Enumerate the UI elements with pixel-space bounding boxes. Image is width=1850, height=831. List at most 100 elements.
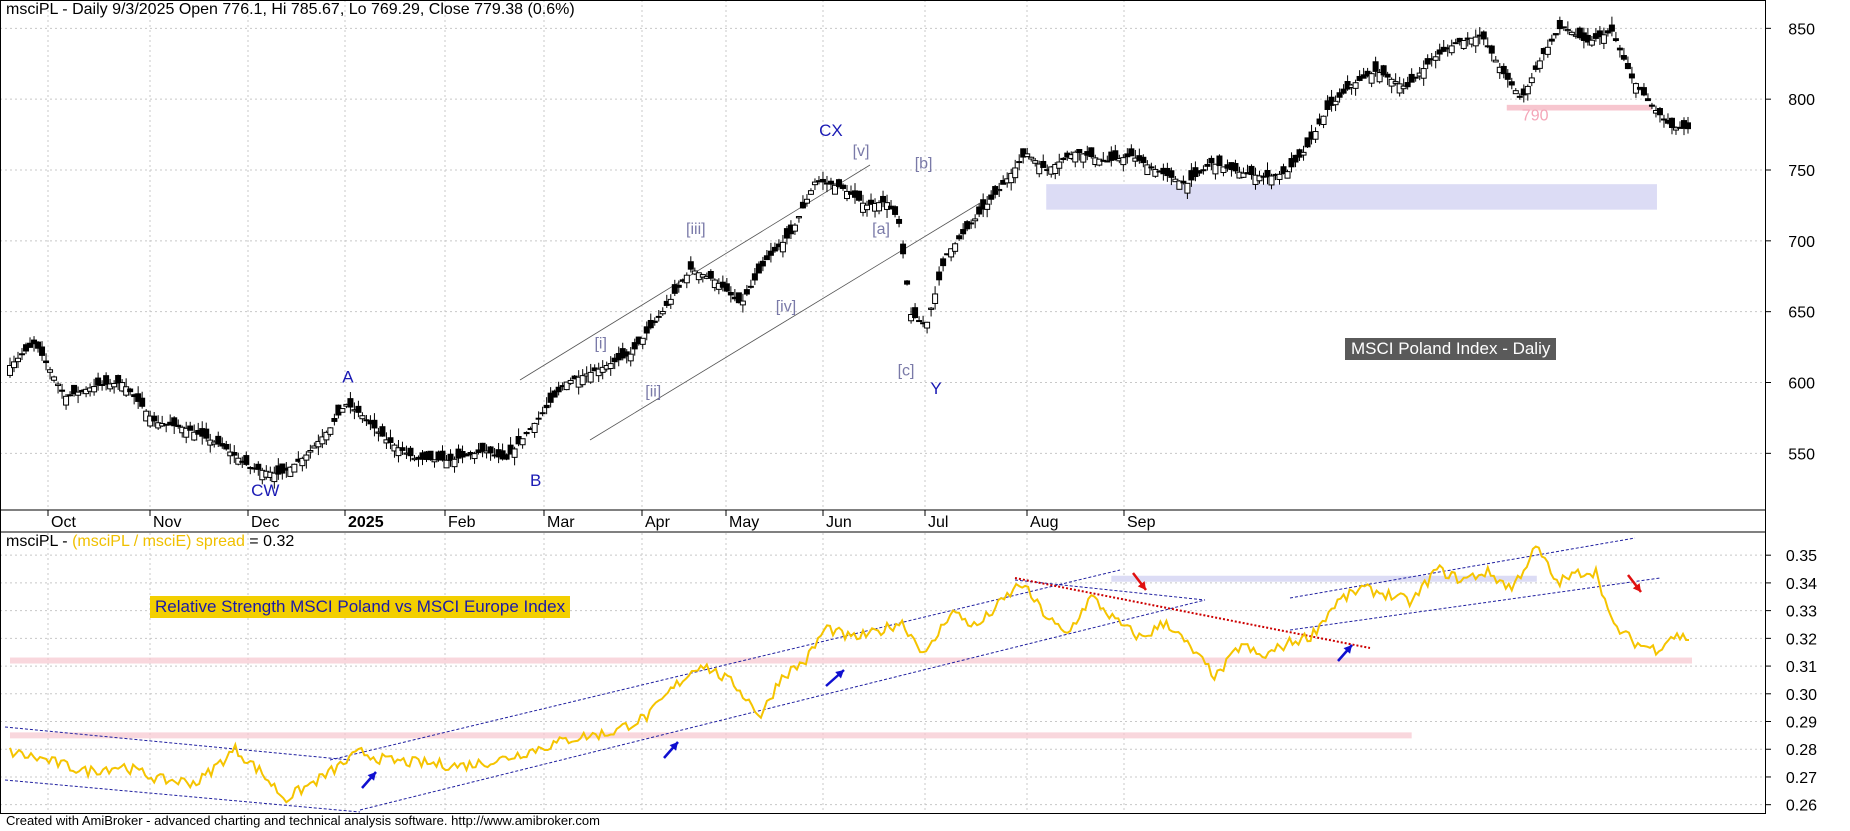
price-chart-label: MSCI Poland Index - Daliy [1345,338,1557,360]
candle-body [1644,98,1651,102]
candle-body [671,284,678,294]
candle-body [303,454,310,461]
y-tick-label: 800 [1788,92,1815,109]
support-zone [1046,184,1657,210]
candle-body [51,376,58,381]
subwave-label: [iv] [776,299,796,316]
candle-body [1568,31,1575,36]
candle-body [447,453,454,461]
spread-channel-line [4,779,361,813]
y-tick-label: 0.33 [1786,604,1817,621]
candle-body [379,426,386,437]
candle-body [1024,153,1031,158]
candle-body [19,353,26,356]
candle-body [1264,170,1271,178]
candle-body [1600,34,1607,44]
candle-body [503,454,510,460]
candle-body [395,447,402,457]
candle-body [1360,74,1367,79]
candle-body [487,446,494,454]
candle-body [1208,157,1215,164]
y-tick-label: 650 [1788,305,1815,322]
candle-body [43,360,50,364]
candle-body [1200,169,1207,172]
candle-body [1488,45,1495,54]
candle-body [299,457,306,467]
candle-body [1288,158,1295,168]
candle-body [1500,65,1507,75]
annotations: CW A B CX Y [i] [ii] [iii] [iv] [v] [a] [b] [c] 790 [251,107,1642,789]
candle-body [95,377,102,386]
subwave-label: [a] [872,221,890,238]
x-tick-label: Mar [547,514,575,531]
candle-body [843,190,850,200]
candle-body [1548,38,1555,42]
candle-body [551,390,558,398]
candle-body [1368,73,1375,84]
candle-body [1020,148,1027,158]
candle-body [1612,38,1619,42]
candle-body [523,431,530,435]
candle-body [956,235,963,240]
candle-body [479,442,486,452]
candle-body [1508,81,1515,86]
x-tick-label: Dec [251,514,279,531]
y-tick-label: 0.31 [1786,659,1817,676]
candle-body [1372,61,1379,72]
candle-body [1340,88,1347,94]
candle-body [191,431,198,441]
candle-body [1184,182,1191,194]
subwave-label: [i] [594,336,606,353]
candle-body [291,463,298,473]
candle-body [1512,90,1519,95]
candle-body [803,198,810,204]
candle-body [1504,72,1511,80]
candle-body [1040,160,1047,168]
wave-label: CW [251,481,279,500]
x-tick-label: Nov [153,514,181,531]
plot-frame [0,0,1766,814]
candle-body [1452,42,1459,45]
candle-body [407,447,414,457]
candle-body [1320,115,1327,125]
candle-body [735,292,742,304]
candle-body [1280,166,1287,174]
candle-body [964,221,971,230]
candle-body [1648,104,1655,107]
candle-body [1424,58,1431,65]
candle-body [1536,60,1543,69]
candle-body [1256,175,1263,182]
candle-body [1276,173,1283,180]
candle-body [35,341,42,349]
candle-body [67,394,74,397]
candle-body [835,179,842,187]
candle-body [928,307,935,310]
candle-body [15,357,22,363]
candle-body [1144,164,1151,176]
spread-channel-line [1289,537,1636,599]
candle-body [1516,95,1523,98]
candle-body [831,184,838,195]
candle-body [1460,40,1467,49]
candle-body [1560,26,1567,29]
candle-body [892,206,899,215]
candle-body [763,255,770,261]
spread-resistance-band [1111,575,1537,582]
subwave-label: [c] [898,362,915,379]
candle-body [880,195,887,203]
candle-body [63,395,70,406]
resistance-zone [1506,104,1652,111]
candle-body [39,346,46,356]
candle-body [683,274,690,284]
candle-body [1036,163,1043,175]
candle-body [996,188,1003,192]
lower-title-formula: (msciPL / msciE) spread [72,533,245,550]
candle-body [779,241,786,253]
candle-body [215,435,222,445]
candle-body [667,298,674,305]
candle-body [579,375,586,386]
candle-body [1528,77,1535,84]
candle-body [1584,34,1591,43]
candle-body [71,384,78,395]
candle-body [1640,87,1647,96]
